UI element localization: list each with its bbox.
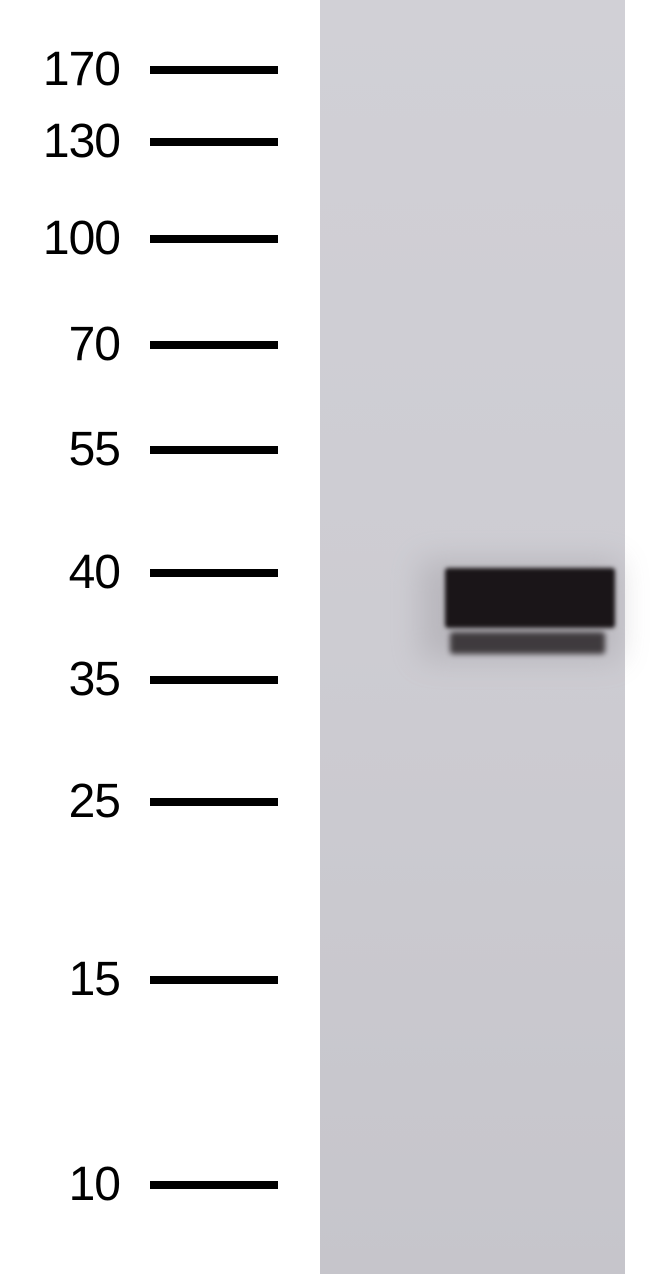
protein-band-0: [445, 568, 615, 628]
ladder-marker-100: [150, 235, 278, 243]
ladder-label-10: 10: [69, 1157, 120, 1212]
ladder-marker-10: [150, 1181, 278, 1189]
ladder-label-35: 35: [69, 652, 120, 707]
ladder-marker-35: [150, 676, 278, 684]
ladder-label-70: 70: [69, 317, 120, 372]
ladder-marker-25: [150, 798, 278, 806]
ladder-label-170: 170: [43, 42, 120, 97]
western-blot-figure: 170 130 100 70 55 40 35 25 15 10: [0, 0, 650, 1274]
ladder-marker-70: [150, 341, 278, 349]
ladder-marker-170: [150, 66, 278, 74]
ladder-marker-55: [150, 446, 278, 454]
ladder-label-130: 130: [43, 114, 120, 169]
ladder-label-100: 100: [43, 211, 120, 266]
ladder-label-25: 25: [69, 774, 120, 829]
ladder-label-15: 15: [69, 952, 120, 1007]
ladder-label-40: 40: [69, 545, 120, 600]
ladder-marker-15: [150, 976, 278, 984]
ladder-label-55: 55: [69, 422, 120, 477]
ladder-marker-130: [150, 138, 278, 146]
protein-band-1: [450, 632, 605, 654]
ladder-marker-40: [150, 569, 278, 577]
